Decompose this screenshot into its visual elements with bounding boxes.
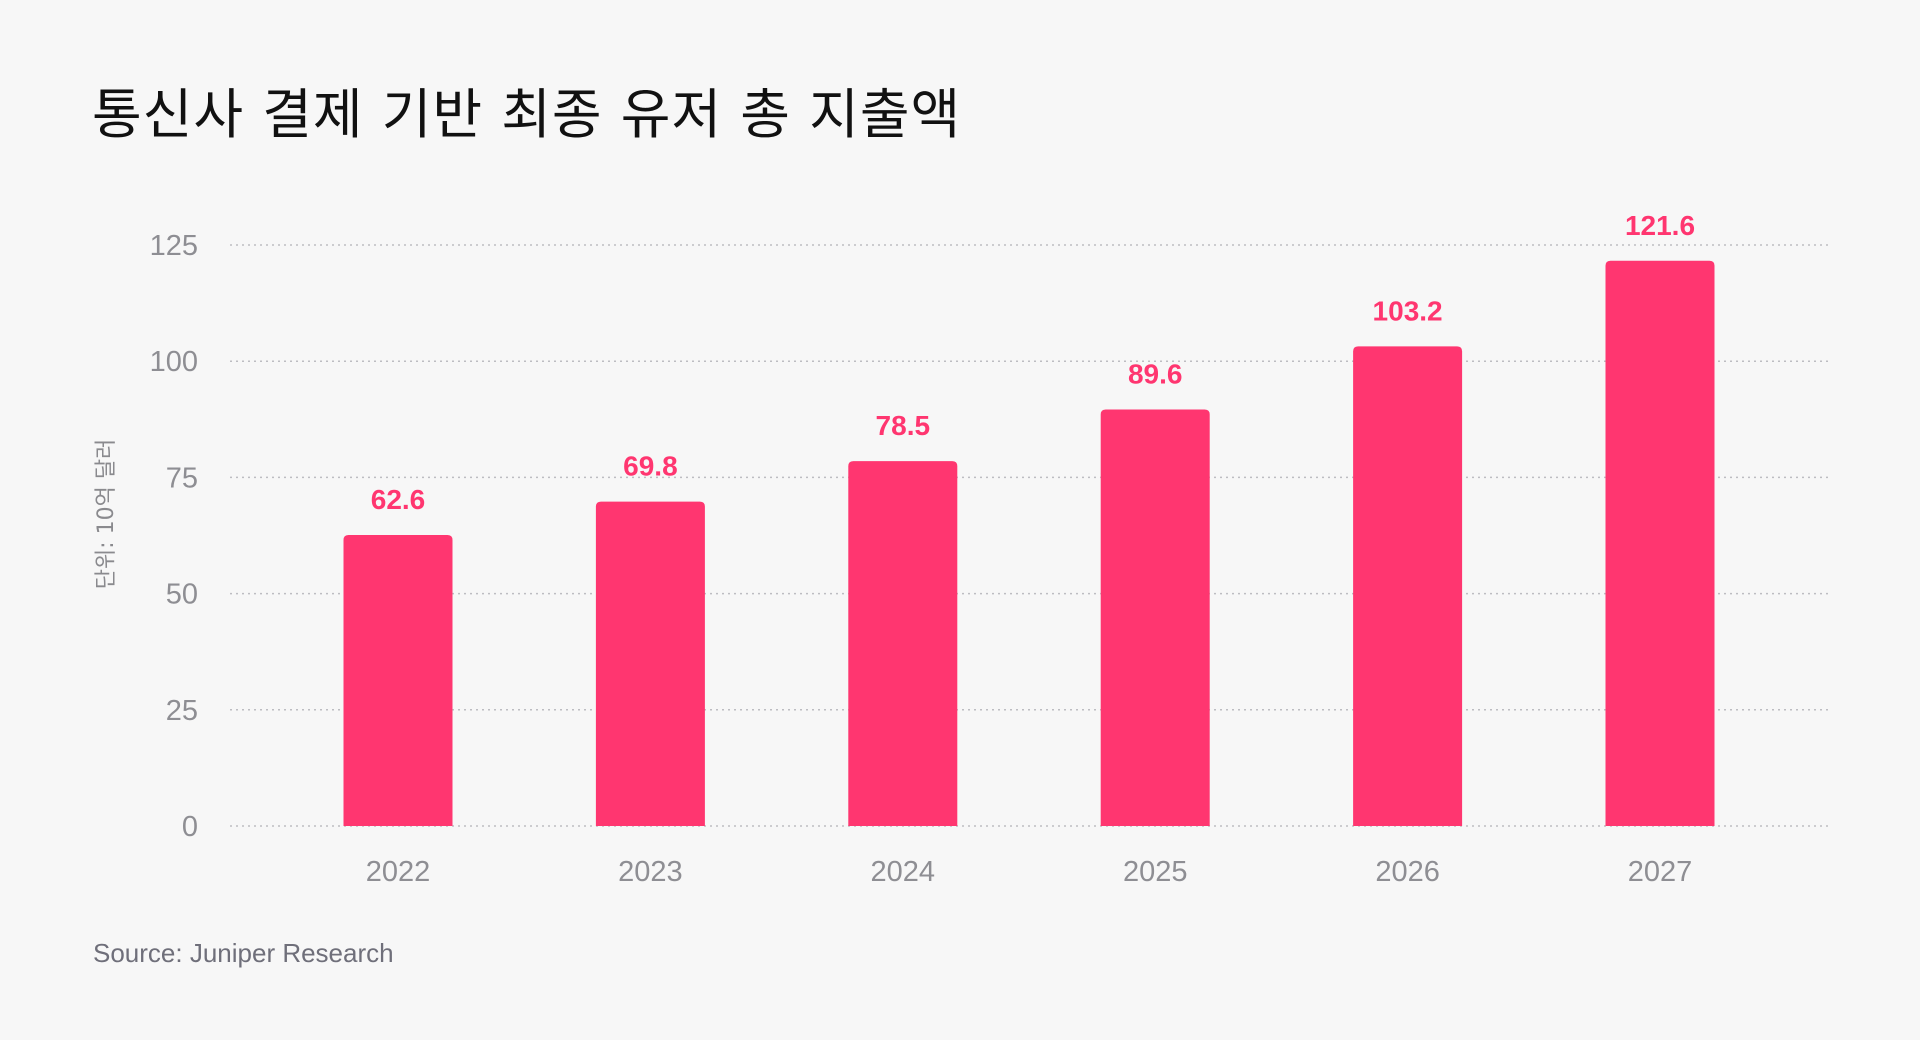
- bar: [848, 461, 958, 826]
- data-label: 78.5: [876, 410, 931, 441]
- y-tick-label: 75: [166, 462, 198, 494]
- x-tick-label: 2022: [366, 856, 431, 888]
- y-tick-label: 25: [166, 695, 198, 727]
- source-note: Source: Juniper Research: [93, 938, 394, 968]
- y-tick-label: 0: [182, 811, 198, 843]
- data-label: 62.6: [371, 484, 426, 515]
- bar: [595, 501, 705, 826]
- y-tick-label: 125: [150, 230, 198, 262]
- y-tick-label: 100: [150, 346, 198, 378]
- data-label: 103.2: [1373, 295, 1443, 326]
- y-tick-label: 50: [166, 579, 198, 611]
- x-tick-label: 2025: [1123, 856, 1188, 888]
- x-tick-label: 2023: [618, 856, 683, 888]
- bar: [1605, 260, 1715, 826]
- chart-title: 통신사 결제 기반 최종 유저 총 지출액: [92, 83, 962, 146]
- data-label: 89.6: [1128, 359, 1183, 390]
- data-label: 69.8: [623, 451, 678, 482]
- bar: [1100, 409, 1210, 826]
- bar: [1353, 346, 1463, 826]
- data-label: 121.6: [1625, 210, 1695, 241]
- bar: [343, 535, 453, 826]
- x-tick-label: 2027: [1628, 856, 1693, 888]
- x-tick-label: 2024: [871, 856, 936, 888]
- x-tick-label: 2026: [1375, 856, 1440, 888]
